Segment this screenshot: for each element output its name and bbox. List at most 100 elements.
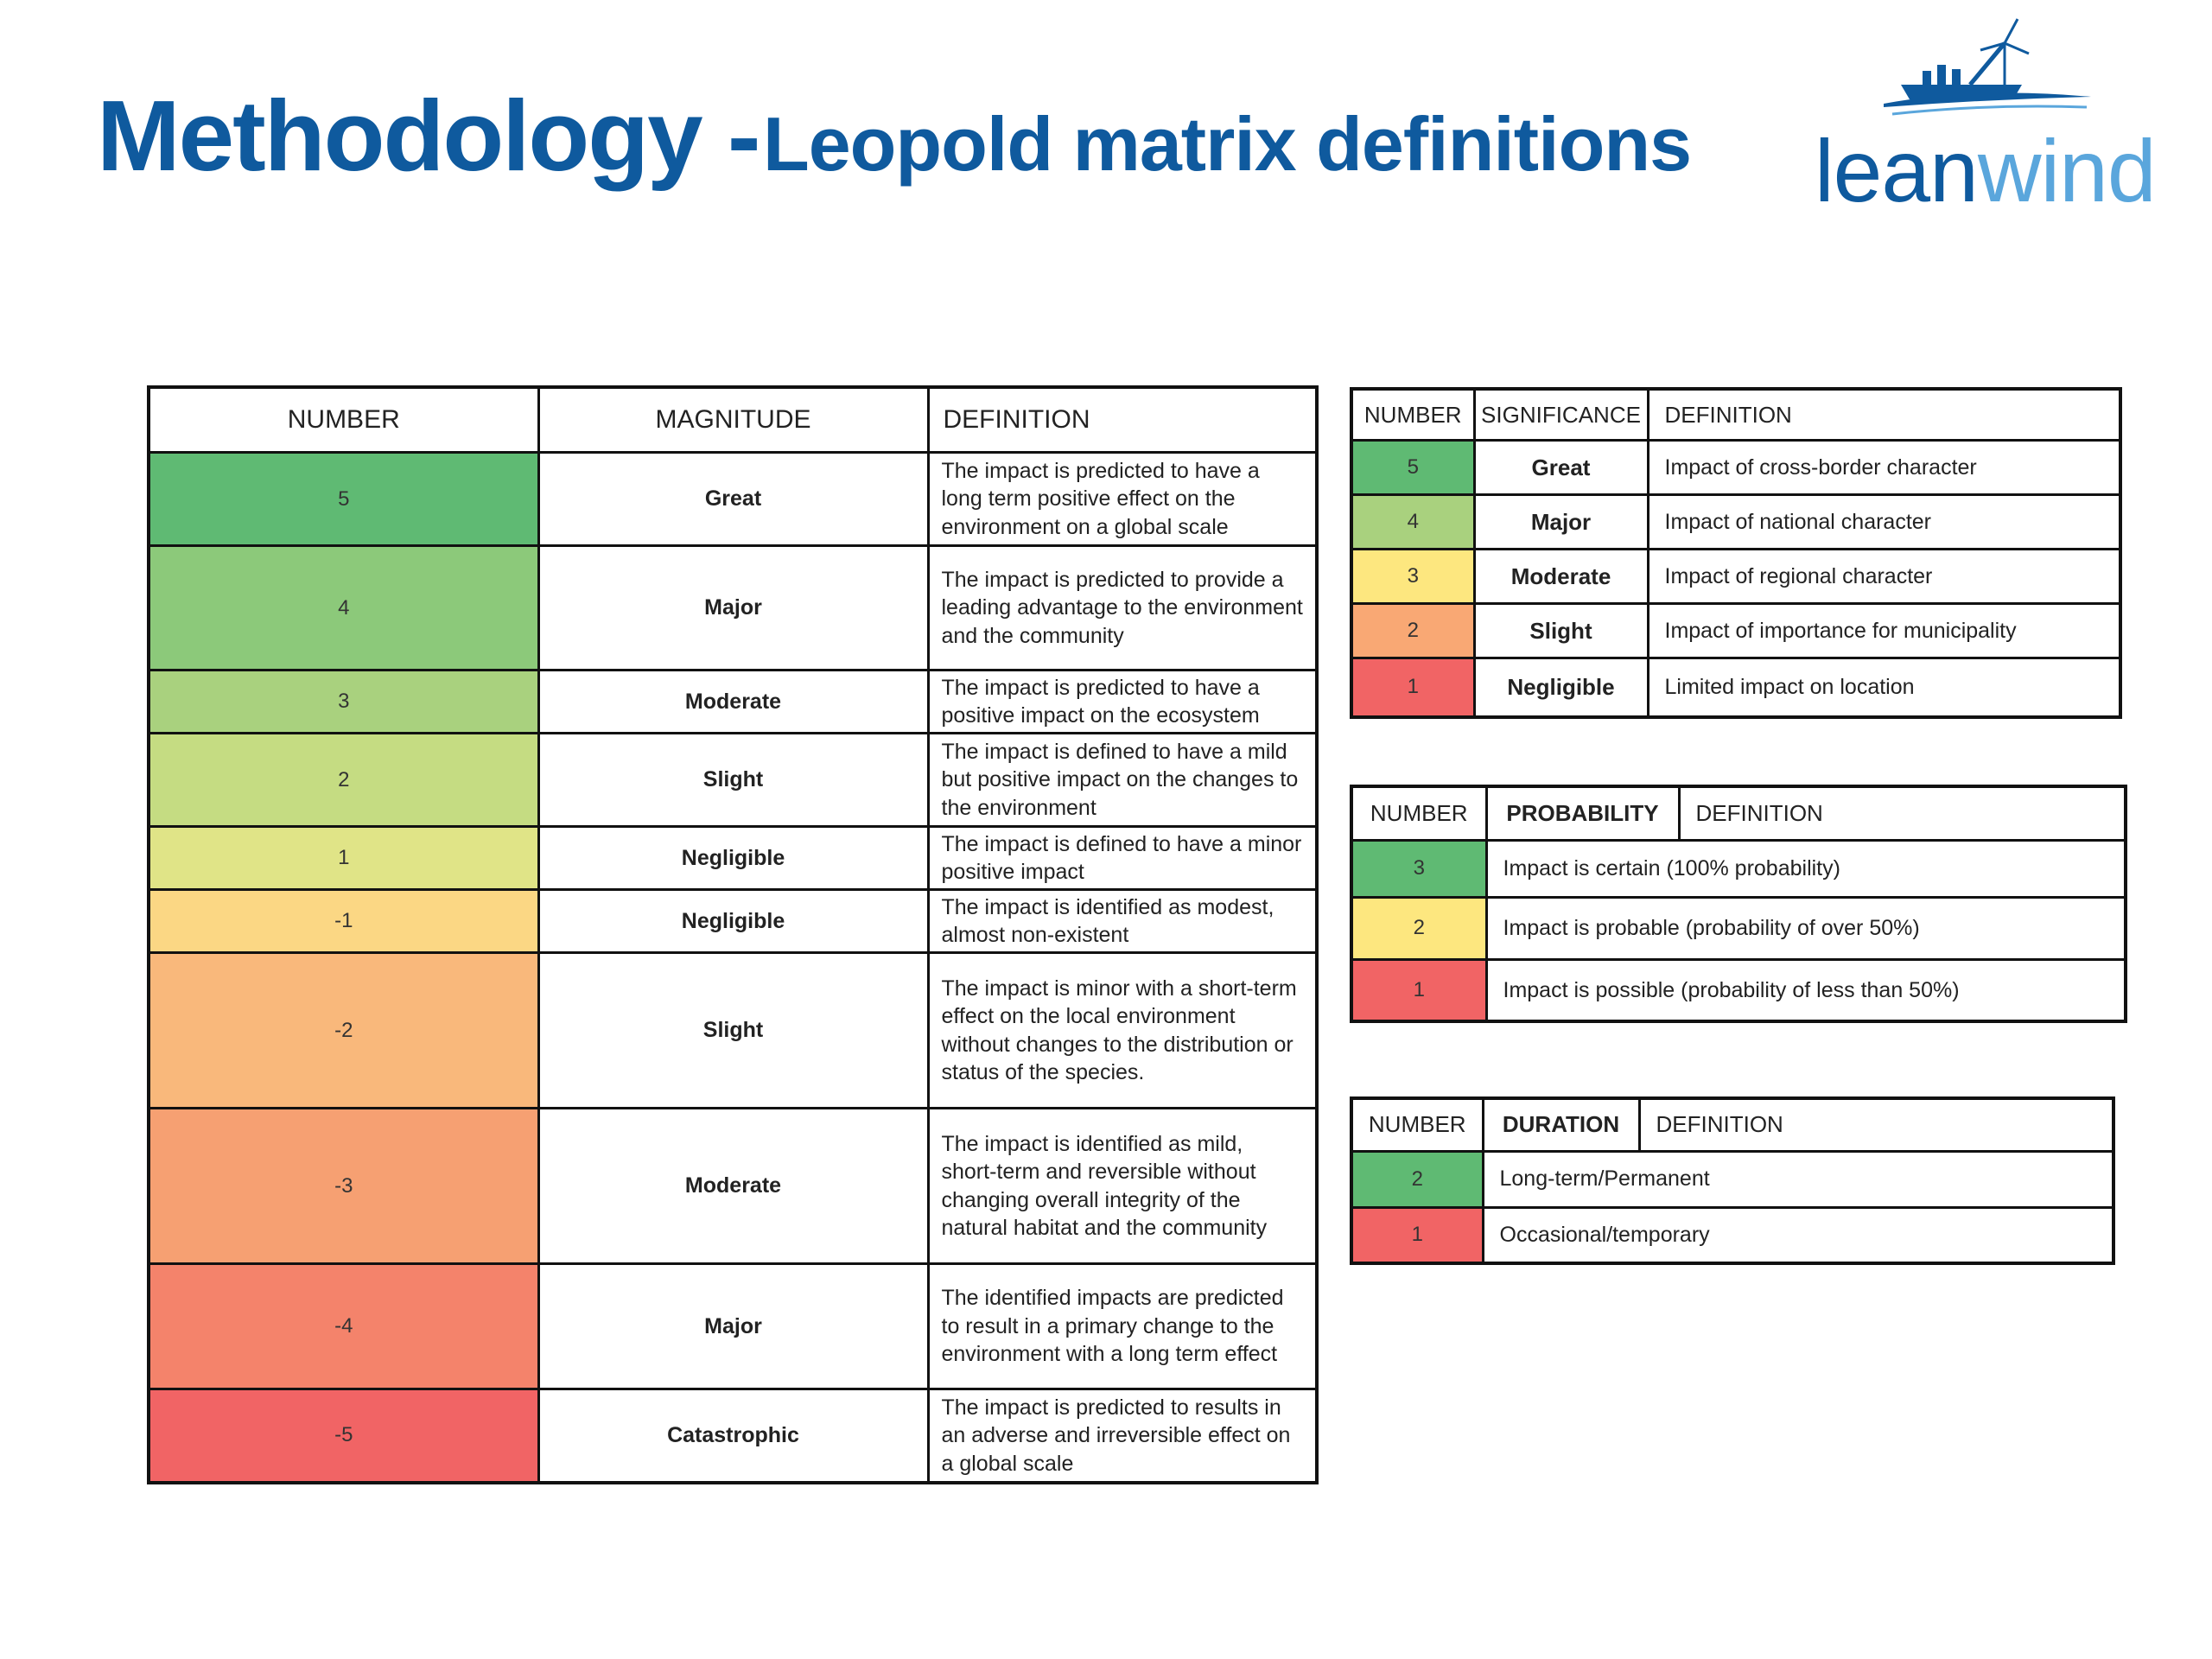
duration-number-cell: 2	[1350, 1149, 1484, 1209]
magnitude-number-cell: -2	[147, 951, 540, 1109]
magnitude-number-cell: -4	[147, 1262, 540, 1390]
probability-definition-cell: Impact is probable (probability of over …	[1484, 895, 2127, 961]
probability-number-cell: 1	[1350, 957, 1488, 1023]
magnitude-number-cell: 2	[147, 732, 540, 828]
magnitude-number-cell: 1	[147, 825, 540, 891]
probability-header-row: NUMBER PROBABILITY DEFINITION	[1350, 785, 2127, 842]
probability-definition-cell: Impact is certain (100% probability)	[1484, 838, 2127, 899]
table-row: 3 Moderate The impact is predicted to ha…	[147, 669, 1319, 734]
magnitude-definition-cell: The impact is defined to have a mild but…	[926, 732, 1319, 828]
table-row: 5 Great Impact of cross-border character	[1350, 439, 2122, 496]
probability-header-definition: DEFINITION	[1677, 785, 2127, 842]
significance-level-cell: Major	[1472, 493, 1649, 550]
table-row: -4 Major The identified impacts are pred…	[147, 1262, 1319, 1390]
duration-number-cell: 1	[1350, 1205, 1484, 1265]
magnitude-number-cell: -3	[147, 1107, 540, 1265]
magnitude-header-category: MAGNITUDE	[537, 385, 930, 454]
magnitude-header-definition: DEFINITION	[926, 385, 1319, 454]
magnitude-level-cell: Great	[537, 451, 930, 547]
duration-header-definition: DEFINITION	[1637, 1096, 2115, 1153]
table-row: 2 Long-term/Permanent	[1350, 1149, 2115, 1209]
table-row: 3 Impact is certain (100% probability)	[1350, 838, 2127, 899]
significance-level-cell: Slight	[1472, 602, 1649, 659]
table-row: 4 Major Impact of national character	[1350, 493, 2122, 550]
significance-definition-cell: Impact of national character	[1646, 493, 2122, 550]
significance-level-cell: Moderate	[1472, 548, 1649, 605]
magnitude-table: NUMBER MAGNITUDE DEFINITION 5 Great The …	[147, 385, 1319, 1484]
table-row: 4 Major The impact is predicted to provi…	[147, 544, 1319, 671]
magnitude-definition-cell: The impact is predicted to provide a lea…	[926, 544, 1319, 671]
probability-definition-cell: Impact is possible (probability of less …	[1484, 957, 2127, 1023]
table-row: 2 Slight The impact is defined to have a…	[147, 732, 1319, 828]
table-row: 3 Moderate Impact of regional character	[1350, 548, 2122, 605]
significance-header-category: SIGNIFICANCE	[1472, 387, 1649, 442]
page-title-main: Methodology -	[97, 79, 761, 192]
significance-definition-cell: Impact of importance for municipality	[1646, 602, 2122, 659]
logo-lean: lean	[1815, 122, 1979, 220]
table-row: 1 Impact is possible (probability of les…	[1350, 957, 2127, 1023]
magnitude-level-cell: Slight	[537, 732, 930, 828]
duration-header-category: DURATION	[1481, 1096, 1641, 1153]
magnitude-level-cell: Negligible	[537, 888, 930, 954]
magnitude-definition-cell: The impact is minor with a short-term ef…	[926, 951, 1319, 1109]
magnitude-number-cell: -5	[147, 1388, 540, 1484]
significance-number-cell: 3	[1350, 548, 1476, 605]
magnitude-level-cell: Moderate	[537, 1107, 930, 1265]
significance-header-row: NUMBER SIGNIFICANCE DEFINITION	[1350, 387, 2122, 442]
significance-number-cell: 1	[1350, 657, 1476, 718]
magnitude-level-cell: Moderate	[537, 669, 930, 734]
logo-wind: wind	[1977, 122, 2157, 220]
magnitude-definition-cell: The identified impacts are predicted to …	[926, 1262, 1319, 1390]
significance-number-cell: 5	[1350, 439, 1476, 496]
magnitude-level-cell: Major	[537, 1262, 930, 1390]
magnitude-definition-cell: The impact is defined to have a minor po…	[926, 825, 1319, 891]
magnitude-number-cell: 5	[147, 451, 540, 547]
magnitude-definition-cell: The impact is predicted to results in an…	[926, 1388, 1319, 1484]
leanwind-logo: leanwind	[1806, 17, 2169, 220]
significance-level-cell: Great	[1472, 439, 1649, 496]
duration-header-row: NUMBER DURATION DEFINITION	[1350, 1096, 2115, 1153]
magnitude-level-cell: Slight	[537, 951, 930, 1109]
table-row: 1 Occasional/temporary	[1350, 1205, 2115, 1265]
magnitude-header-number: NUMBER	[147, 385, 540, 454]
magnitude-number-cell: 3	[147, 669, 540, 734]
table-row: 5 Great The impact is predicted to have …	[147, 451, 1319, 547]
magnitude-number-cell: 4	[147, 544, 540, 671]
significance-table: NUMBER SIGNIFICANCE DEFINITION 5 Great I…	[1350, 387, 2122, 719]
probability-number-cell: 2	[1350, 895, 1488, 961]
page-title-sub: Leopold matrix definitions	[762, 101, 1692, 187]
table-row: 1 Negligible The impact is defined to ha…	[147, 825, 1319, 891]
duration-table: NUMBER DURATION DEFINITION 2 Long-term/P…	[1350, 1096, 2115, 1265]
table-row: -2 Slight The impact is minor with a sho…	[147, 951, 1319, 1109]
significance-number-cell: 4	[1350, 493, 1476, 550]
table-row: 2 Slight Impact of importance for munici…	[1350, 602, 2122, 659]
duration-definition-cell: Long-term/Permanent	[1481, 1149, 2115, 1209]
magnitude-level-cell: Catastrophic	[537, 1388, 930, 1484]
probability-header-number: NUMBER	[1350, 785, 1488, 842]
table-row: -5 Catastrophic The impact is predicted …	[147, 1388, 1319, 1484]
magnitude-level-cell: Major	[537, 544, 930, 671]
probability-header-category: PROBABILITY	[1484, 785, 1681, 842]
magnitude-level-cell: Negligible	[537, 825, 930, 891]
significance-level-cell: Negligible	[1472, 657, 1649, 718]
table-row: -3 Moderate The impact is identified as …	[147, 1107, 1319, 1265]
significance-definition-cell: Impact of regional character	[1646, 548, 2122, 605]
magnitude-number-cell: -1	[147, 888, 540, 954]
duration-header-number: NUMBER	[1350, 1096, 1484, 1153]
duration-definition-cell: Occasional/temporary	[1481, 1205, 2115, 1265]
magnitude-definition-cell: The impact is identified as mild, short-…	[926, 1107, 1319, 1265]
probability-number-cell: 3	[1350, 838, 1488, 899]
logo-wordmark: leanwind	[1815, 121, 2157, 222]
table-row: -1 Negligible The impact is identified a…	[147, 888, 1319, 954]
significance-definition-cell: Impact of cross-border character	[1646, 439, 2122, 496]
significance-number-cell: 2	[1350, 602, 1476, 659]
magnitude-header-row: NUMBER MAGNITUDE DEFINITION	[147, 385, 1319, 454]
probability-table: NUMBER PROBABILITY DEFINITION 3 Impact i…	[1350, 785, 2127, 1023]
significance-header-definition: DEFINITION	[1646, 387, 2122, 442]
significance-header-number: NUMBER	[1350, 387, 1476, 442]
significance-definition-cell: Limited impact on location	[1646, 657, 2122, 718]
page-title: Methodology - Leopold matrix definitions	[97, 78, 1692, 194]
magnitude-definition-cell: The impact is predicted to have a positi…	[926, 669, 1319, 734]
table-row: 2 Impact is probable (probability of ove…	[1350, 895, 2127, 961]
ship-wind-turbine-icon	[1884, 18, 2091, 116]
